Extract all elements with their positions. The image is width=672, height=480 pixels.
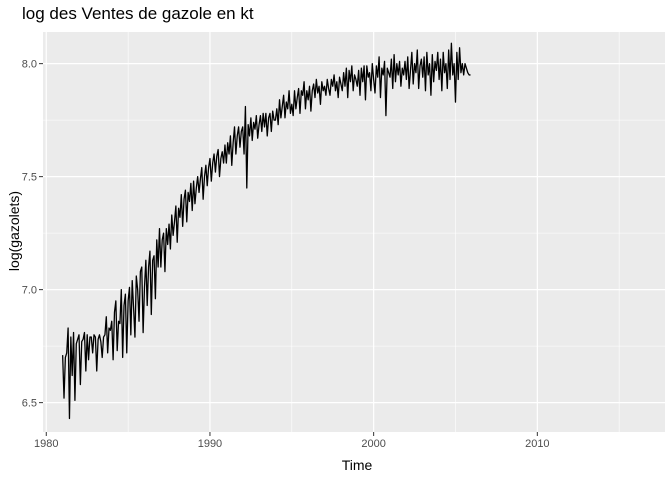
axis-ticks xyxy=(39,63,538,436)
y-tick-label: 7.5 xyxy=(22,172,37,184)
y-axis-title: log(gazolets) xyxy=(6,191,22,271)
x-axis-tick-labels: 1980 1990 2000 2010 xyxy=(34,438,550,450)
x-tick-label: 2000 xyxy=(361,438,385,450)
y-tick-label: 8.0 xyxy=(22,59,37,71)
y-tick-label: 7.0 xyxy=(22,285,37,297)
y-tick-label: 6.5 xyxy=(22,398,37,410)
x-tick-label: 1990 xyxy=(198,438,222,450)
x-tick-label: 2010 xyxy=(525,438,549,450)
x-tick-label: 1980 xyxy=(34,438,58,450)
series-line xyxy=(61,42,471,420)
plot-panel xyxy=(43,32,665,432)
x-axis-title: Time xyxy=(342,457,373,473)
minor-gridlines xyxy=(43,32,665,432)
chart-title: log des Ventes de gazole en kt xyxy=(22,4,254,23)
y-axis-tick-labels: 6.5 7.0 7.5 8.0 xyxy=(22,59,37,410)
